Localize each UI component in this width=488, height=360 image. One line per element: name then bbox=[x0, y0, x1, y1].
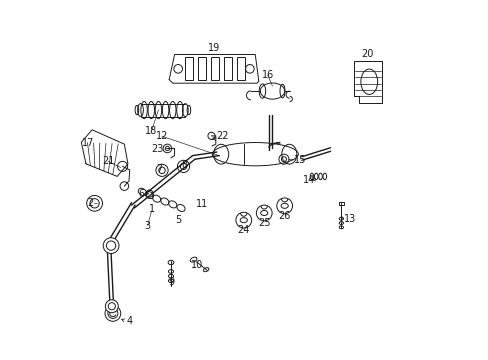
Text: 3: 3 bbox=[144, 221, 150, 231]
Text: 13: 13 bbox=[344, 214, 356, 224]
Text: 5: 5 bbox=[175, 215, 181, 225]
Text: 19: 19 bbox=[207, 43, 220, 53]
Text: 2: 2 bbox=[87, 198, 94, 208]
Text: 23: 23 bbox=[151, 144, 163, 154]
Text: 22: 22 bbox=[216, 131, 228, 141]
Text: 6: 6 bbox=[139, 189, 144, 199]
Text: 24: 24 bbox=[237, 225, 249, 235]
Text: 18: 18 bbox=[145, 126, 157, 136]
Text: 7: 7 bbox=[156, 163, 162, 174]
Text: 14: 14 bbox=[303, 175, 315, 185]
Text: 20: 20 bbox=[361, 49, 373, 59]
Bar bbox=[338, 202, 343, 205]
Text: 17: 17 bbox=[82, 139, 95, 148]
Text: 10: 10 bbox=[191, 260, 203, 270]
Text: 25: 25 bbox=[258, 218, 270, 228]
Circle shape bbox=[103, 238, 119, 253]
Text: 4: 4 bbox=[126, 316, 133, 325]
Text: 11: 11 bbox=[196, 199, 208, 210]
Circle shape bbox=[105, 300, 118, 313]
Text: 16: 16 bbox=[261, 70, 273, 80]
Text: 8: 8 bbox=[181, 160, 187, 170]
Bar bbox=[198, 57, 206, 80]
Text: 1: 1 bbox=[149, 204, 155, 215]
Bar bbox=[211, 57, 219, 80]
Text: 15: 15 bbox=[293, 155, 306, 165]
Text: 12: 12 bbox=[156, 131, 168, 141]
Text: 9: 9 bbox=[167, 277, 174, 287]
Bar bbox=[224, 57, 231, 80]
Bar bbox=[237, 57, 244, 80]
Bar bbox=[185, 57, 193, 80]
Text: 26: 26 bbox=[278, 211, 290, 221]
Text: 21: 21 bbox=[102, 156, 114, 166]
